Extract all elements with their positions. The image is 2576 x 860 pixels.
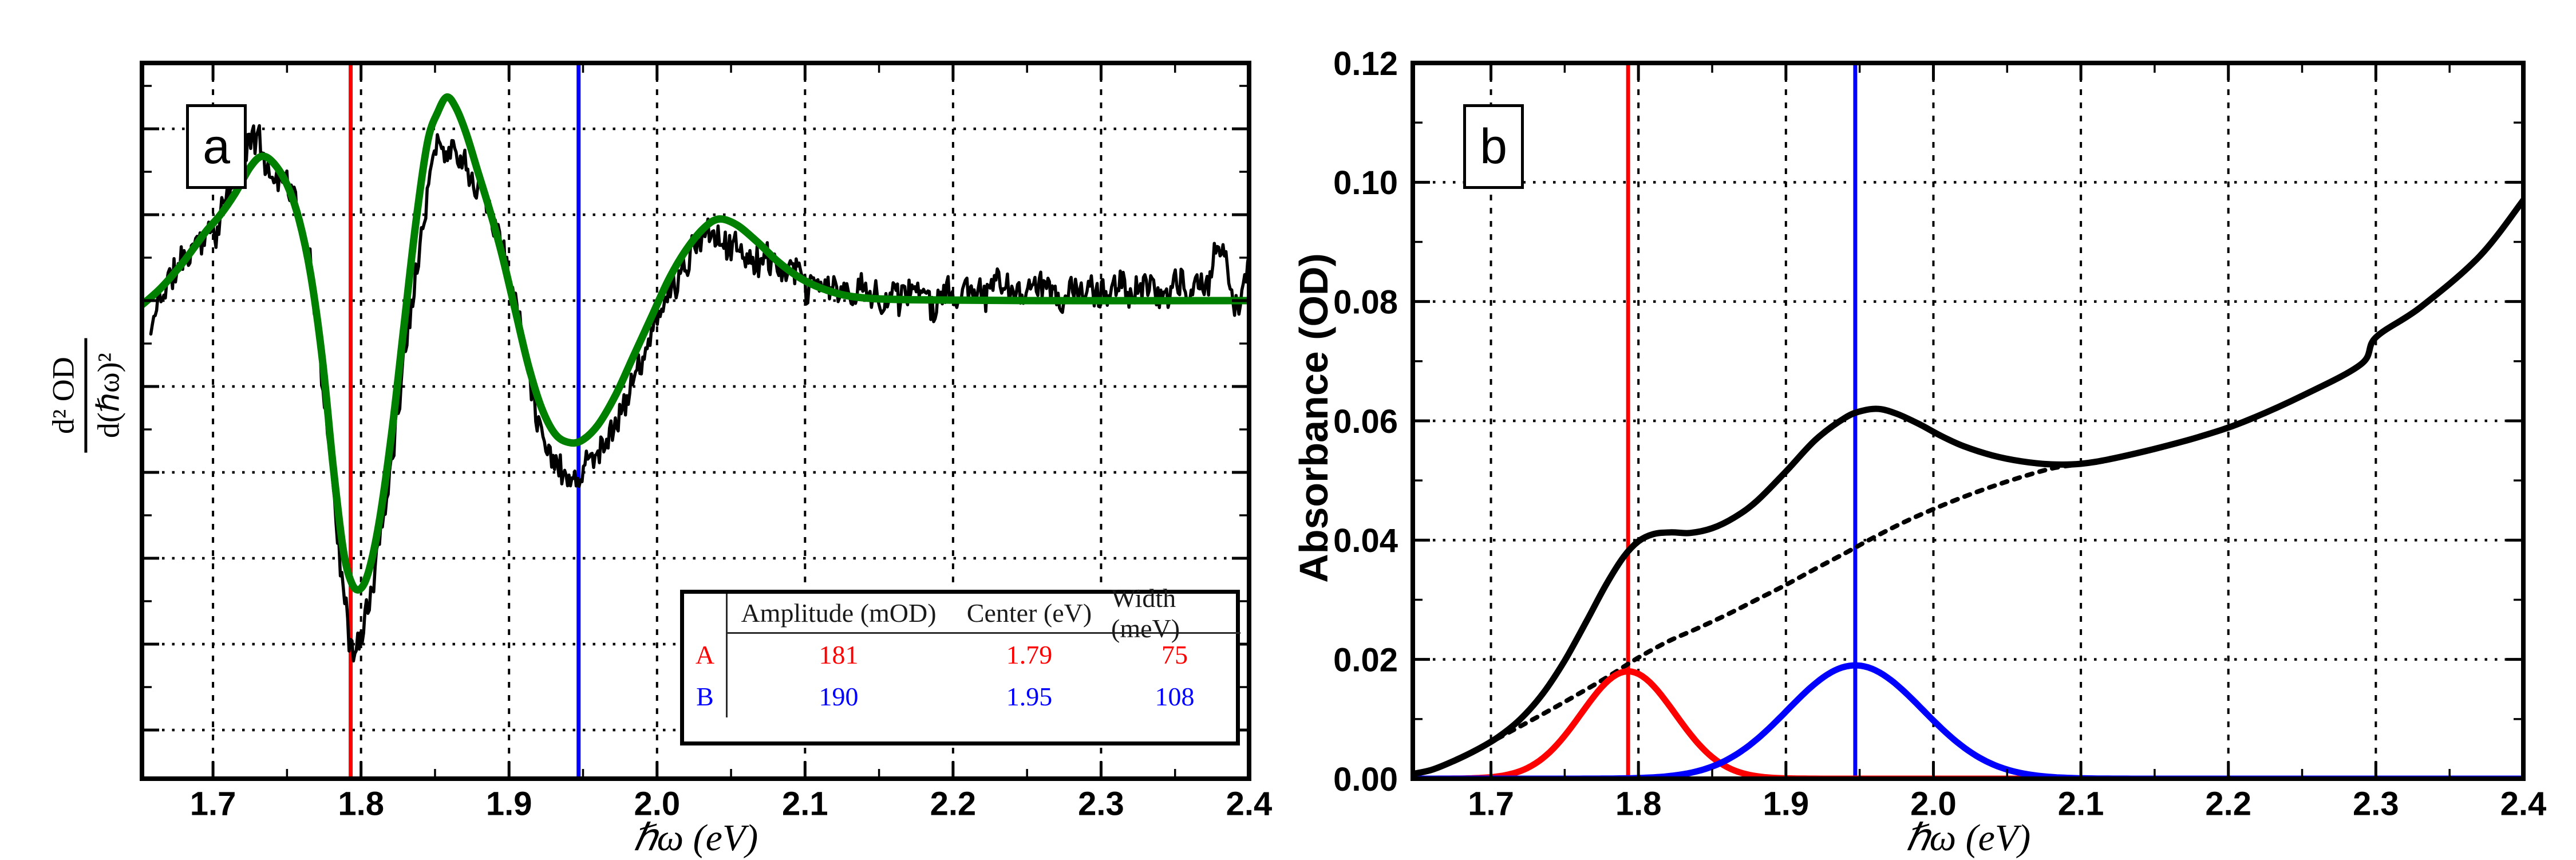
panel-b-component-A-curve [1413, 668, 2523, 779]
table-value-A-center: 1.79 [1006, 640, 1053, 669]
panel-a-x-tick-label-2.2: 2.2 [930, 786, 977, 823]
panel-b-component-B-curve [1413, 662, 2523, 779]
derivative-fraction: d² OD d(ℏω)² [45, 338, 126, 453]
panel-b-label-box: b [1463, 104, 1524, 189]
panel-b-y-tick-label-0.02: 0.02 [1333, 642, 1398, 679]
panel-a-plot-area [142, 93, 1249, 663]
panel-a-x-axis-label: ℏω (eV) [633, 817, 758, 859]
panel-b-x-tick-label-2.2: 2.2 [2205, 786, 2251, 823]
panel-a-x-tick-label-2.1: 2.1 [782, 786, 828, 823]
panel-a-second-derivative-fit-curve [142, 93, 1249, 594]
table-header-amplitude: Amplitude (mOD) [728, 594, 950, 634]
table-value-A-amplitude: 181 [819, 640, 859, 669]
panel-b-label: b [1480, 119, 1507, 174]
fit-parameters-table: Amplitude (mOD) Center (eV) Width (meV) … [680, 583, 1240, 745]
panel-a-x-tick-label-2.4: 2.4 [1226, 786, 1273, 823]
panel-b-y-tick-label-0.04: 0.04 [1333, 522, 1398, 559]
table-row-label-A: A [684, 634, 728, 676]
panel-b-x-axis-label: ℏω (eV) [1905, 817, 2031, 859]
panel-a-x-tick-label-1.7: 1.7 [190, 786, 236, 823]
fraction-denominator: d(ℏω)² [91, 353, 126, 439]
table-row-label-B: B [684, 676, 728, 717]
table-header-blank [684, 594, 728, 634]
panel-b-y-tick-label-0.06: 0.06 [1333, 403, 1398, 440]
panel-b-x-tick-label-2.1: 2.1 [2058, 786, 2104, 823]
table-value-B-center: 1.95 [1006, 682, 1053, 711]
panel-b-total-absorbance-curve [1413, 197, 2523, 778]
panel-a-x-tick-label-1.8: 1.8 [338, 786, 384, 823]
panel-b-x-tick-label-1.9: 1.9 [1763, 786, 1809, 823]
panel-b-x-tick-label-2.4: 2.4 [2500, 786, 2547, 823]
fraction-numerator: d² OD [46, 357, 81, 434]
panel-a-x-tick-label-2.0: 2.0 [634, 786, 680, 823]
table-value-B-width: 108 [1155, 682, 1195, 711]
panel-a-x-tick-label-2.3: 2.3 [1078, 786, 1124, 823]
table-header-width: Width (meV) [1109, 583, 1240, 643]
panel-b-plot-area [1413, 197, 2523, 779]
panel-b-x-tick-label-1.7: 1.7 [1468, 786, 1514, 823]
table-header-center: Center (eV) [950, 594, 1109, 634]
panel-a-second-derivative-data-curve [149, 124, 1249, 663]
panel-b-y-tick-label-0.08: 0.08 [1333, 284, 1398, 321]
panel-a-label-box: a [186, 104, 247, 189]
panel-a-label: a [203, 119, 230, 174]
panel-b-x-tick-label-1.8: 1.8 [1615, 786, 1662, 823]
table-value-B-amplitude: 190 [819, 682, 859, 711]
panel-b-x-tick-label-2.0: 2.0 [1910, 786, 1957, 823]
panel-b-x-tick-label-2.3: 2.3 [2353, 786, 2399, 823]
fraction-bar [84, 338, 88, 453]
panel-b-y-axis-label: Absorbance (OD) [1291, 253, 1336, 583]
panel-a-y-axis-label: d² OD d(ℏω)² [45, 321, 126, 470]
panel-a-x-tick-label-1.9: 1.9 [486, 786, 532, 823]
panel-b-y-tick-label-0.10: 0.10 [1333, 164, 1398, 202]
panel-b-y-tick-label-0.12: 0.12 [1333, 45, 1398, 82]
table-value-A-width: 75 [1161, 640, 1188, 669]
panel-a-spines [140, 61, 1251, 781]
panel-b-y-tick-label-0.00: 0.00 [1333, 761, 1398, 798]
